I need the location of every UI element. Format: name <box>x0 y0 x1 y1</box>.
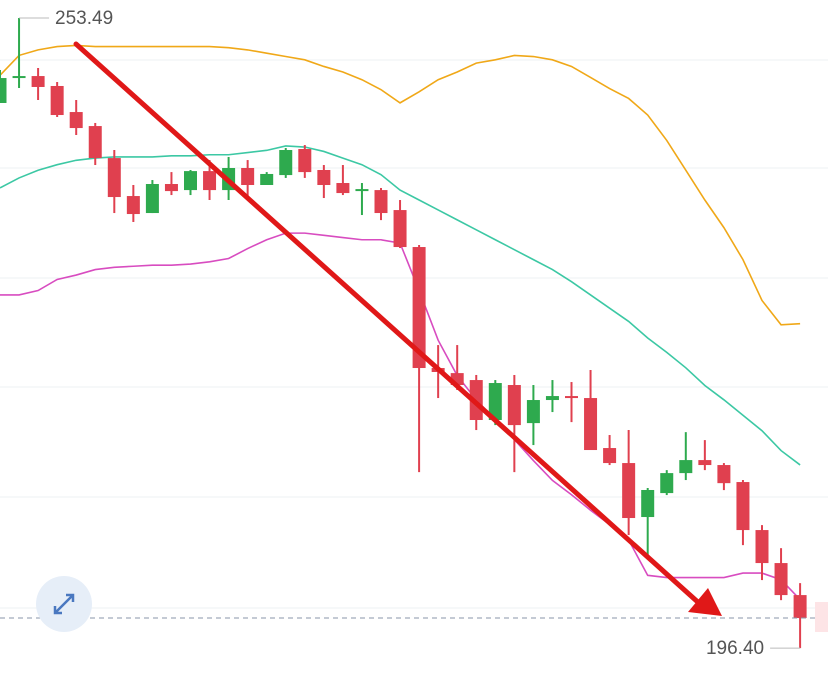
candle-body <box>717 465 731 484</box>
candle-body <box>507 385 521 426</box>
candle-body <box>12 76 26 79</box>
candle-body <box>31 76 45 87</box>
candle-body <box>584 398 598 451</box>
candle-body <box>603 448 617 464</box>
candle-body <box>565 396 578 399</box>
candle-body <box>336 183 350 194</box>
candle-body <box>679 460 693 474</box>
arrow-head <box>688 588 722 616</box>
candle-body <box>69 112 83 129</box>
max-label: 253.49 <box>55 8 113 29</box>
candle-body <box>774 563 788 596</box>
candle-body <box>660 473 674 494</box>
zoom-button[interactable] <box>36 576 92 632</box>
candle-body <box>241 168 255 186</box>
candle-body <box>317 169 331 186</box>
candle-body <box>641 489 655 518</box>
candle-body <box>184 171 197 191</box>
candle-body <box>107 158 121 198</box>
candle-body <box>488 383 502 421</box>
candle-body <box>203 171 217 191</box>
candle-body <box>126 196 140 215</box>
candle-body <box>393 210 407 248</box>
candles <box>0 17 807 649</box>
candle-body <box>412 247 426 369</box>
candle-body <box>793 595 807 619</box>
candle-body <box>164 184 178 192</box>
candle-body <box>260 173 274 186</box>
band-line <box>0 44 801 326</box>
candle-body <box>736 482 750 531</box>
candle-body <box>545 396 559 401</box>
candle-body <box>88 126 102 159</box>
candle-body <box>50 85 64 116</box>
candle-body <box>279 150 293 176</box>
zoom-icon[interactable] <box>53 593 75 615</box>
arrow-shaft <box>73 41 703 607</box>
band-line <box>0 145 801 466</box>
candle-body <box>526 400 540 424</box>
candle-body <box>755 530 769 564</box>
candle-body <box>622 463 636 519</box>
trend-arrow <box>73 41 722 616</box>
min-label: 196.40 <box>706 638 764 659</box>
price-tag <box>815 602 828 632</box>
candle-body <box>698 460 712 466</box>
labels: 253.49 196.40 <box>0 8 828 659</box>
candle-body <box>374 190 388 214</box>
band-line <box>0 232 801 601</box>
candle-body <box>145 184 159 214</box>
candle-body <box>298 149 312 173</box>
candle-body <box>0 78 7 103</box>
bands <box>0 44 801 601</box>
candle-body <box>355 189 369 192</box>
candle-body <box>450 373 464 386</box>
